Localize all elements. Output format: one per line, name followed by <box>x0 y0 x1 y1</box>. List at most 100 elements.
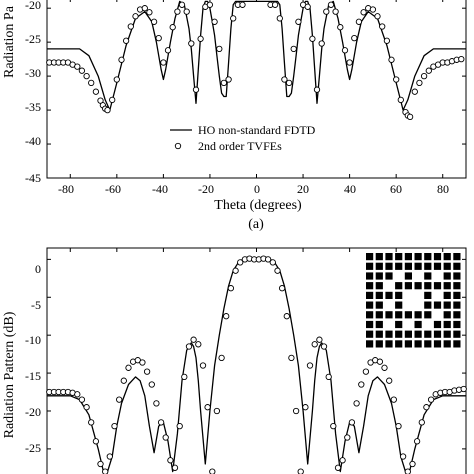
bottom-marker-tvfe <box>199 362 207 369</box>
bottom-marker-tvfe <box>148 381 155 388</box>
bottom-y-tick-label: -10 <box>25 333 41 347</box>
array-element-square <box>366 340 374 348</box>
top-marker-tvfe <box>206 1 214 8</box>
bottom-series-line <box>47 256 466 474</box>
bottom-marker-tvfe <box>320 343 328 350</box>
array-element-square <box>366 253 374 261</box>
top-marker-tvfe <box>127 23 134 30</box>
bottom-marker-tvfe <box>223 313 230 320</box>
bottom-series-markers <box>46 255 467 474</box>
array-element-square <box>404 311 412 319</box>
bottom-marker-tvfe <box>92 438 100 445</box>
top-marker-tvfe <box>92 88 100 95</box>
array-element-square <box>404 340 412 348</box>
legend-marker-label: 2nd order TVFEs <box>198 139 282 153</box>
top-marker-tvfe <box>132 13 139 20</box>
bottom-marker-tvfe <box>185 343 193 350</box>
top-marker-tvfe <box>113 76 120 83</box>
top-series-markers <box>46 1 465 121</box>
bottom-marker-tvfe <box>386 377 393 384</box>
bottom-marker-tvfe <box>274 267 281 274</box>
bottom-marker-tvfe <box>460 385 467 393</box>
bottom-marker-tvfe <box>167 457 174 464</box>
bottom-marker-tvfe <box>74 391 81 398</box>
top-marker-tvfe <box>160 59 167 66</box>
bottom-marker-tvfe <box>325 373 332 381</box>
top-marker-tvfe <box>118 56 125 63</box>
bottom-marker-tvfe <box>269 259 276 266</box>
top-marker-tvfe <box>337 24 344 31</box>
bottom-marker-tvfe <box>78 396 86 403</box>
array-element-square <box>424 311 432 319</box>
bottom-marker-tvfe <box>399 453 407 460</box>
bottom-marker-tvfe <box>362 368 370 375</box>
array-element-square <box>443 311 451 319</box>
bottom-line-fdtd <box>47 256 466 474</box>
top-marker-tvfe <box>327 1 335 8</box>
bottom-marker-tvfe <box>353 400 360 407</box>
top-marker-tvfe <box>225 76 232 83</box>
bottom-marker-tvfe <box>209 468 216 474</box>
array-element-square <box>375 272 383 280</box>
top-x-axis-label: Theta (degrees) <box>214 198 302 213</box>
array-element-square <box>453 320 461 329</box>
top-marker-tvfe <box>78 67 86 74</box>
array-element-square <box>424 272 432 280</box>
top-marker-tvfe <box>146 9 153 16</box>
top-marker-tvfe <box>122 37 130 44</box>
top-marker-tvfe <box>332 8 339 15</box>
top-marker-tvfe <box>295 18 302 25</box>
top-line-fdtd <box>47 0 466 111</box>
top-x-tick-label: 60 <box>390 182 402 196</box>
top-marker-tvfe <box>397 96 404 104</box>
bottom-marker-tvfe <box>423 404 430 411</box>
bottom-y-tick-label: -5 <box>31 298 41 312</box>
array-element-square <box>443 262 451 270</box>
top-marker-tvfe <box>211 18 218 25</box>
array-element-square <box>424 340 432 348</box>
top-x-tick-label: -40 <box>152 182 168 196</box>
top-marker-tvfe <box>388 56 395 63</box>
bottom-marker-tvfe <box>125 364 132 371</box>
bottom-marker-tvfe <box>264 256 272 263</box>
top-marker-tvfe <box>83 72 90 80</box>
array-element-square <box>404 272 412 280</box>
array-element-square <box>414 340 422 348</box>
top-marker-tvfe <box>309 35 316 42</box>
array-element-square <box>424 301 432 309</box>
array-element-square <box>443 330 451 338</box>
array-element-square <box>366 262 374 270</box>
top-marker-tvfe <box>304 3 311 10</box>
array-element-square <box>395 330 403 338</box>
top-y-tick-label: -30 <box>25 66 41 80</box>
bottom-marker-tvfe <box>181 373 188 381</box>
top-marker-tvfe <box>192 86 200 93</box>
bottom-marker-tvfe <box>232 267 239 274</box>
bottom-marker-tvfe <box>227 285 235 292</box>
top-marker-tvfe <box>169 24 176 31</box>
array-element-square <box>414 253 422 261</box>
array-element-square <box>424 262 432 270</box>
array-element-square <box>375 253 383 261</box>
top-marker-tvfe <box>178 1 186 8</box>
top-x-tick-label: 20 <box>297 182 309 196</box>
array-element-square <box>395 282 403 290</box>
bottom-marker-tvfe <box>404 468 411 474</box>
bottom-marker-tvfe <box>311 341 318 348</box>
top-marker-tvfe <box>271 1 279 8</box>
array-element-square <box>375 330 383 338</box>
top-x-tick-label: 40 <box>344 182 356 196</box>
top-marker-tvfe <box>425 67 432 74</box>
array-element-square <box>453 311 461 319</box>
array-element-square <box>414 262 422 270</box>
array-element-square <box>433 330 442 338</box>
array-element-square <box>395 340 403 348</box>
bottom-marker-tvfe <box>162 434 169 441</box>
legend-marker-swatch <box>174 142 182 150</box>
array-element-square <box>395 301 403 309</box>
top-y-tick-label: -45 <box>25 171 41 185</box>
array-element-square <box>375 311 383 319</box>
bottom-marker-tvfe <box>83 404 90 411</box>
array-element-square <box>404 262 412 270</box>
